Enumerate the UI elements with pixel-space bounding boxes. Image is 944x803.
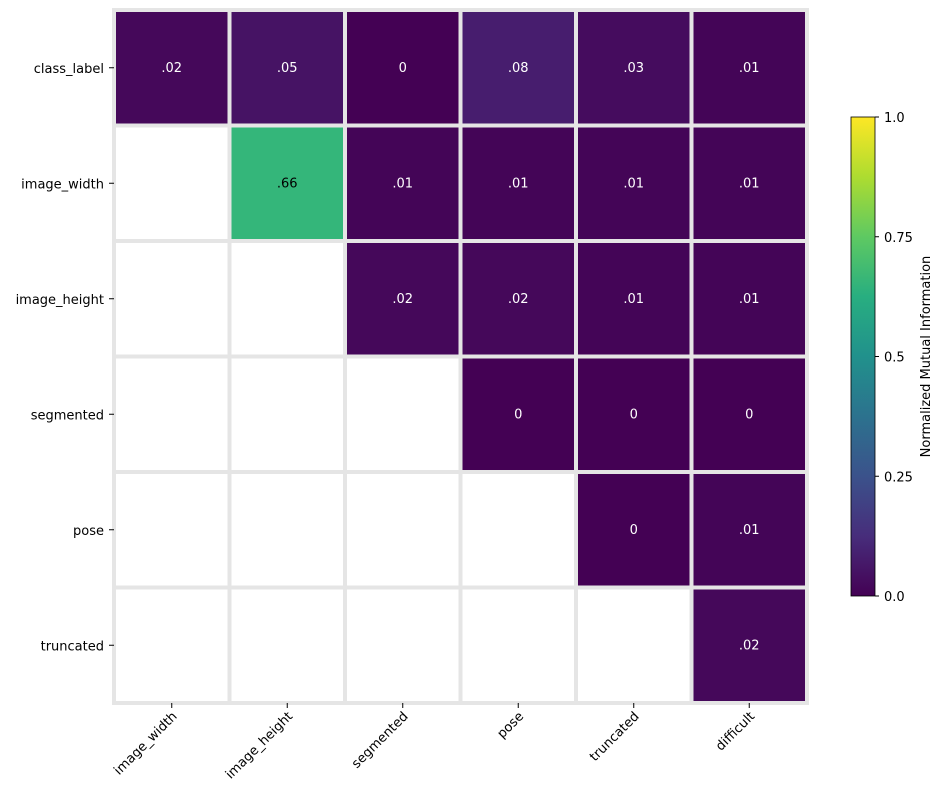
column-tick-label: truncated: [587, 709, 642, 764]
row-tick-label: image_width: [21, 177, 104, 192]
heatmap-cell: [347, 474, 459, 586]
colorbar-tick-label: 1.0: [884, 111, 905, 126]
heatmap-cell-label: .02: [739, 638, 760, 653]
heatmap-cell-label: .01: [392, 176, 413, 191]
heatmap-cell: [693, 474, 805, 586]
heatmap-cell: [578, 12, 690, 124]
heatmap-cell: [578, 243, 690, 355]
heatmap-cell-label: .02: [508, 292, 529, 307]
heatmap-background: [114, 10, 807, 703]
heatmap-cell-label: .01: [508, 176, 529, 191]
row-tick-label: image_height: [16, 293, 104, 308]
column-tick-label: difficult: [713, 709, 758, 754]
heatmap-cell: [116, 474, 228, 586]
heatmap-cell: [231, 243, 343, 355]
heatmap-cell-label: .02: [161, 61, 182, 76]
heatmap-cell: [462, 589, 574, 701]
heatmap-cell: [231, 358, 343, 470]
heatmap-cell: [231, 474, 343, 586]
heatmap-cell: [693, 358, 805, 470]
heatmap-cell-label: 0: [745, 407, 753, 422]
colorbar-tick-label: 0.75: [884, 231, 913, 246]
column-tick-label: image_width: [111, 709, 180, 778]
heatmap-cell: [347, 358, 459, 470]
colorbar-label: Normalized Mutual Information: [919, 256, 934, 458]
heatmap-cell: [347, 127, 459, 239]
heatmap-cell: [693, 12, 805, 124]
heatmap-cell-label: 0: [630, 407, 638, 422]
row-tick-label: class_label: [34, 62, 104, 77]
heatmap-cell: [693, 589, 805, 701]
row-tick-label: truncated: [41, 639, 104, 654]
heatmap-cell-label: .01: [623, 176, 644, 191]
heatmap-cell-label: .01: [739, 292, 760, 307]
heatmap-cell: [231, 589, 343, 701]
heatmap-cell-label: .08: [508, 61, 529, 76]
heatmap-cell: [462, 243, 574, 355]
row-tick-labels: class_label image_width image_heightsegmen…: [16, 62, 114, 654]
heatmap-cell-label: .03: [623, 61, 644, 76]
heatmap-cell: [693, 243, 805, 355]
heatmap-border: [112, 8, 809, 705]
row-tick-label: segmented: [31, 408, 104, 423]
heatmap-cell: [231, 12, 343, 124]
heatmap-cell: [347, 589, 459, 701]
colorbar-gradient: [851, 117, 875, 596]
heatmap-cell-label: 0: [399, 61, 407, 76]
heatmap-cell-label: .66: [277, 176, 298, 191]
heatmap-cell-label: .01: [739, 176, 760, 191]
heatmap-cell: [231, 127, 343, 239]
heatmap-cell: [347, 12, 459, 124]
heatmap-cell-label: .01: [739, 523, 760, 538]
column-tick-labels: image_width image_height segmented pose trun…: [111, 703, 758, 782]
colorbar-tick-label: 0.25: [884, 470, 913, 485]
heatmap-cell: [116, 127, 228, 239]
heatmap-cell: [578, 589, 690, 701]
column-tick-label: pose: [495, 709, 528, 742]
heatmap-cell: [578, 127, 690, 239]
heatmap-cell: [116, 358, 228, 470]
heatmap-cell: [116, 12, 228, 124]
heatmap-cell: [462, 358, 574, 470]
column-tick-label: image_height: [223, 709, 296, 782]
row-tick-label: pose: [73, 524, 104, 539]
heatmap-cell: [462, 474, 574, 586]
heatmap-cell-label: 0: [514, 407, 522, 422]
heatmap-cell-label: .05: [277, 61, 298, 76]
heatmap-cell: [462, 127, 574, 239]
colorbar-tick-label: 0.0: [884, 590, 905, 605]
heatmap-cell: [693, 127, 805, 239]
heatmap-cell-label: .01: [623, 292, 644, 307]
column-tick-label: segmented: [349, 709, 411, 771]
heatmap-cell-label: 0: [630, 523, 638, 538]
heatmap-cell: [578, 358, 690, 470]
heatmap-cell: [347, 243, 459, 355]
heatmap-cell: [462, 12, 574, 124]
heatmap-cell-label: .02: [392, 292, 413, 307]
colorbar-tick-label: 0.5: [884, 351, 905, 366]
heatmap-cell: [578, 474, 690, 586]
colorbar: 0.0 0.25 0.5 0.75 1.0 Normalized Mutual Infor…: [850, 111, 934, 605]
heatmap-cell: [116, 589, 228, 701]
heatmap-cell: [116, 243, 228, 355]
heatmap-cell-label: .01: [739, 61, 760, 76]
plot-area: .02 .05 0 .08 .03 .01 .66 .01 .01 .01 .01 .02 .02 .01…: [112, 8, 809, 705]
